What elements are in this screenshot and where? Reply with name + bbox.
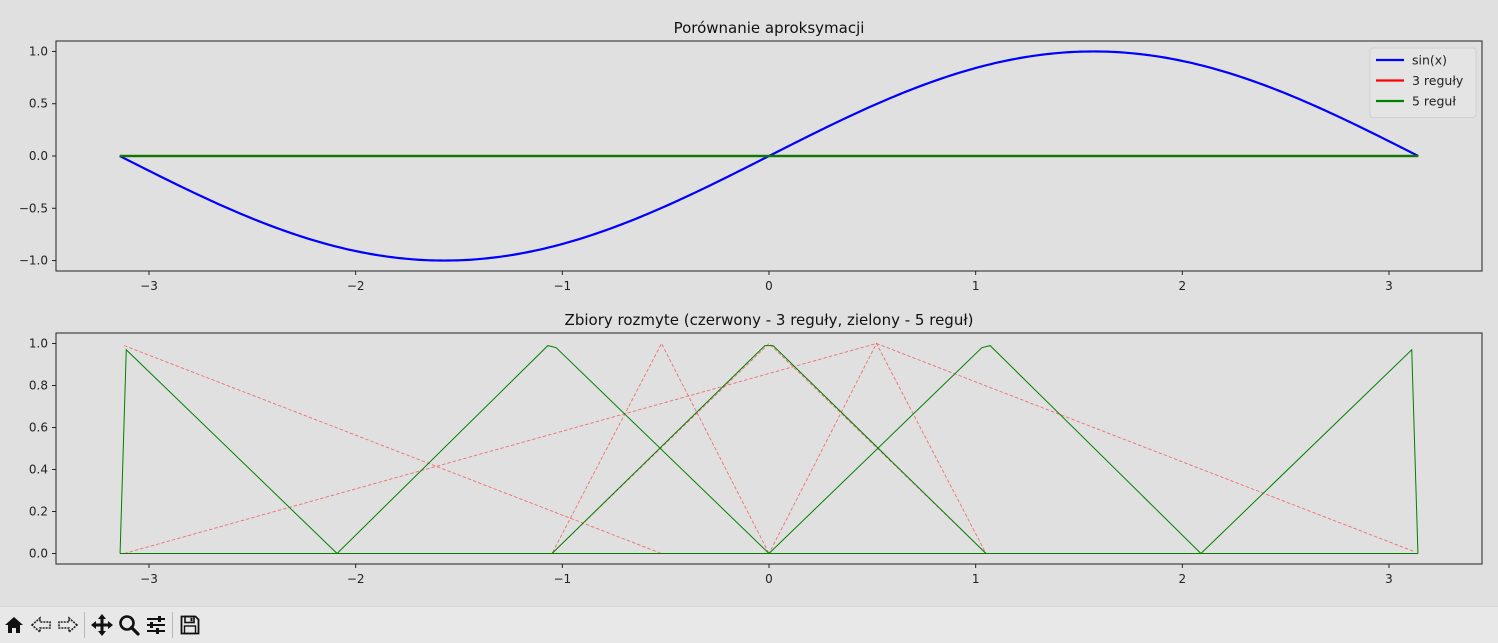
axes-frame <box>55 332 1483 565</box>
y-tick-label: 0.5 <box>29 97 48 111</box>
membership-line-5 <box>119 348 1418 554</box>
fuzzy-sets-axes: Zbiory rozmyte (czerwony - 3 reguły, zie… <box>29 311 1483 586</box>
y-tick-label: 1.0 <box>29 44 48 58</box>
back-icon <box>30 616 51 634</box>
y-tick-label: 0.0 <box>29 547 48 561</box>
membership-line-4 <box>124 343 1414 554</box>
x-tick-label: 2 <box>1179 279 1187 293</box>
back-button[interactable] <box>27 610 54 640</box>
chart-title: Porównanie aproksymacji <box>674 19 865 37</box>
save-icon <box>180 615 199 635</box>
membership-line-2 <box>124 342 1414 554</box>
x-tick-label: −2 <box>347 572 365 586</box>
legend-label: 5 reguł <box>1412 94 1456 109</box>
x-tick-label: −3 <box>140 279 158 293</box>
legend-label: sin(x) <box>1412 53 1447 68</box>
legend: sin(x) 3 reguły 5 reguł <box>1369 47 1477 118</box>
x-tick-label: −3 <box>140 572 158 586</box>
configure-subplots-button[interactable] <box>142 610 169 640</box>
home-button[interactable] <box>0 610 27 640</box>
save-button[interactable] <box>176 610 203 640</box>
forward-button[interactable] <box>54 610 81 640</box>
forward-icon <box>57 616 78 634</box>
x-tick-label: 2 <box>1179 572 1187 586</box>
zoom-button[interactable] <box>115 610 142 640</box>
x-tick-label: −1 <box>553 572 571 586</box>
y-tick-label: 1.0 <box>29 337 48 351</box>
membership-line-1 <box>124 342 1414 554</box>
membership-line-0 <box>124 345 1414 554</box>
plot-area <box>119 342 1419 554</box>
home-icon <box>4 617 23 633</box>
plot-area <box>119 50 1419 262</box>
x-tick-label: 3 <box>1385 572 1393 586</box>
y-tick-label: 0.4 <box>29 463 48 477</box>
y-tick-label: −0.5 <box>19 201 48 215</box>
x-tick-label: 0 <box>765 279 773 293</box>
zoom-icon <box>118 615 140 636</box>
x-tick-label: 0 <box>765 572 773 586</box>
configure-subplots-icon <box>146 616 165 634</box>
x-tick-label: −2 <box>347 279 365 293</box>
y-tick-label: 0.0 <box>29 149 48 163</box>
x-tick-label: 3 <box>1385 279 1393 293</box>
x-tick-label: 1 <box>972 279 980 293</box>
toolbar-separator <box>172 612 173 638</box>
legend-label: 3 reguły <box>1412 73 1464 88</box>
x-tick-label: 1 <box>972 572 980 586</box>
pan-icon <box>90 614 113 636</box>
x-tick-label: −1 <box>553 279 571 293</box>
toolbar-separator <box>84 612 85 638</box>
y-tick-label: −1.0 <box>19 254 48 268</box>
approximation-axes: Porównanie aproksymacji −3 −2 −1 0 1 2 3 −1.0 −0.… <box>19 19 1483 293</box>
y-tick-label: 0.8 <box>29 379 48 393</box>
membership-line-9 <box>120 348 1419 554</box>
membership-line-3 <box>124 342 1414 554</box>
y-tick-label: 0.6 <box>29 421 48 435</box>
navigation-toolbar <box>0 606 1498 643</box>
figure-canvas: Porównanie aproksymacji −3 −2 −1 0 1 2 3 −1.0 −0.… <box>19 19 1483 586</box>
membership-line-8 <box>120 345 1418 554</box>
membership-line-7 <box>120 345 1418 554</box>
y-tick-label: 0.2 <box>29 505 48 519</box>
pan-button[interactable] <box>88 610 115 640</box>
membership-line-6 <box>120 345 1418 554</box>
chart-title: Zbiory rozmyte (czerwony - 3 reguły, zie… <box>565 311 974 329</box>
